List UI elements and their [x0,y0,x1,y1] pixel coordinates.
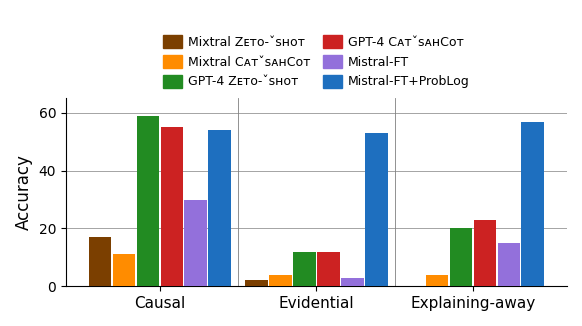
Bar [184,200,207,286]
Bar [88,237,111,286]
Bar [113,255,136,286]
Bar [498,243,520,286]
Bar [474,220,496,286]
Bar [425,275,449,286]
Bar [317,252,340,286]
Bar [161,127,183,286]
Bar [521,122,544,286]
Bar [269,275,292,286]
Bar [365,133,388,286]
Legend: Mixtral Zᴇᴛᴏ-ˇsʜᴏᴛ, Mixtral CᴀᴛˇsᴀʜCᴏᴛ, GPT-4 Zᴇᴛᴏ-ˇsʜᴏᴛ, GPT-4 CᴀᴛˇsᴀʜCᴏᴛ, Mist: Mixtral Zᴇᴛᴏ-ˇsʜᴏᴛ, Mixtral CᴀᴛˇsᴀʜCᴏᴛ, … [159,31,474,92]
Bar [341,278,364,286]
Bar [293,252,316,286]
Bar [137,116,159,286]
Bar [245,280,268,286]
Y-axis label: Accuracy: Accuracy [15,155,33,230]
Bar [208,130,231,286]
Bar [450,229,473,286]
